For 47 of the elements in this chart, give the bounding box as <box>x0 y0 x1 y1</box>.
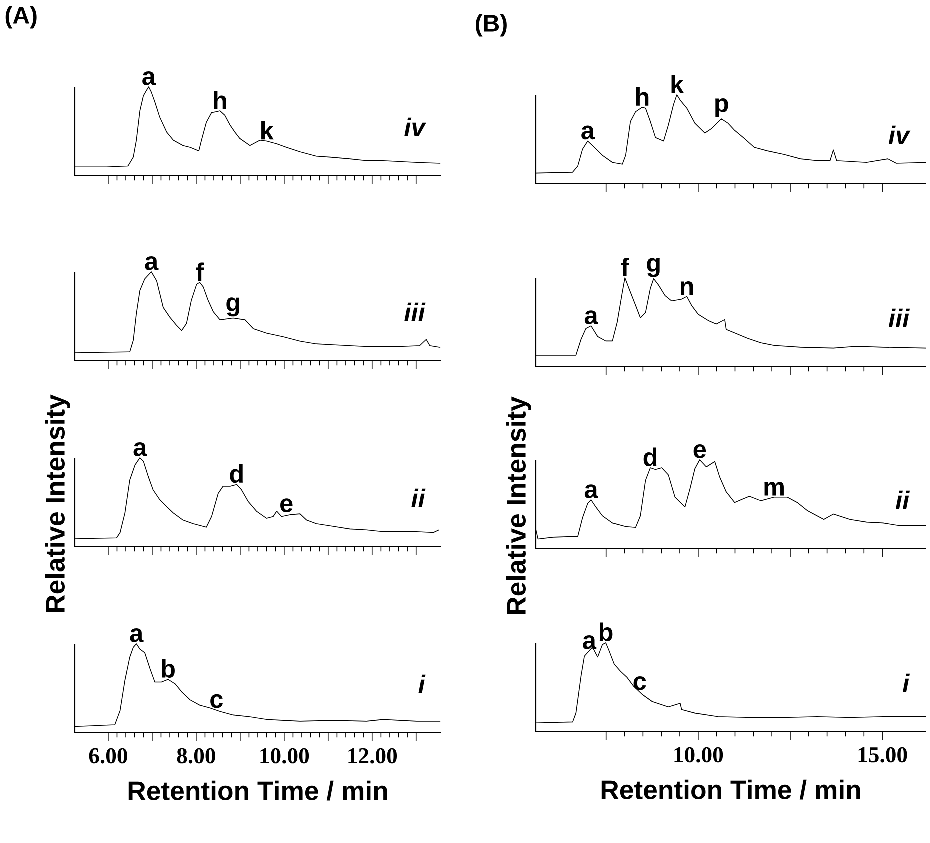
text: ii <box>896 490 910 510</box>
annotation: m <box>764 482 784 496</box>
annotation: a <box>130 628 144 642</box>
annotation: e <box>694 444 706 458</box>
text: iv <box>888 126 911 144</box>
annotation: a <box>582 126 596 140</box>
annotation: c <box>210 694 223 708</box>
text: i <box>903 674 910 692</box>
annotation: k <box>262 121 274 140</box>
text: ii <box>412 488 426 508</box>
text: iii <box>404 302 426 322</box>
chart-title: (B) <box>476 14 507 37</box>
annotation: a <box>142 72 156 86</box>
text: i <box>418 674 426 694</box>
annotation: a <box>583 636 597 650</box>
annotation: b <box>162 659 175 678</box>
x-axis-title: Retention Time / min <box>128 780 388 801</box>
annotation: c <box>634 676 646 690</box>
x-tick-label: 15.00 <box>858 747 908 763</box>
annotation: g <box>226 298 240 317</box>
x-tick-label: 8.00 <box>177 748 216 764</box>
annotation: a <box>584 484 598 498</box>
annotation: d <box>644 448 657 466</box>
annotation: h <box>636 87 649 106</box>
annotation: g <box>647 258 660 278</box>
annotation: h <box>214 91 226 110</box>
y-axis-title: Relative Intensity <box>506 396 532 614</box>
annotation: n <box>680 281 694 296</box>
annotation: f <box>621 258 630 276</box>
annotation: a <box>145 256 159 270</box>
annotation: e <box>280 498 293 512</box>
annotation: d <box>230 464 243 484</box>
annotation: b <box>600 622 613 642</box>
chart-title: (A) <box>6 6 37 29</box>
annotation: a <box>134 442 148 456</box>
x-axis-title: Retention Time / min <box>602 780 860 800</box>
x-tick-label: 12.00 <box>348 748 398 764</box>
annotation: p <box>716 98 728 118</box>
x-tick-label: 6.00 <box>89 748 128 764</box>
x-tick-label: 10.00 <box>674 747 724 763</box>
y-axis-title: Relative Intensity <box>45 394 70 612</box>
annotation: a <box>584 310 598 324</box>
text: iv <box>404 118 426 136</box>
annotation: k <box>672 75 684 94</box>
annotation: f <box>196 262 204 282</box>
x-tick-label: 10.00 <box>260 748 310 764</box>
text: iii <box>888 308 910 328</box>
